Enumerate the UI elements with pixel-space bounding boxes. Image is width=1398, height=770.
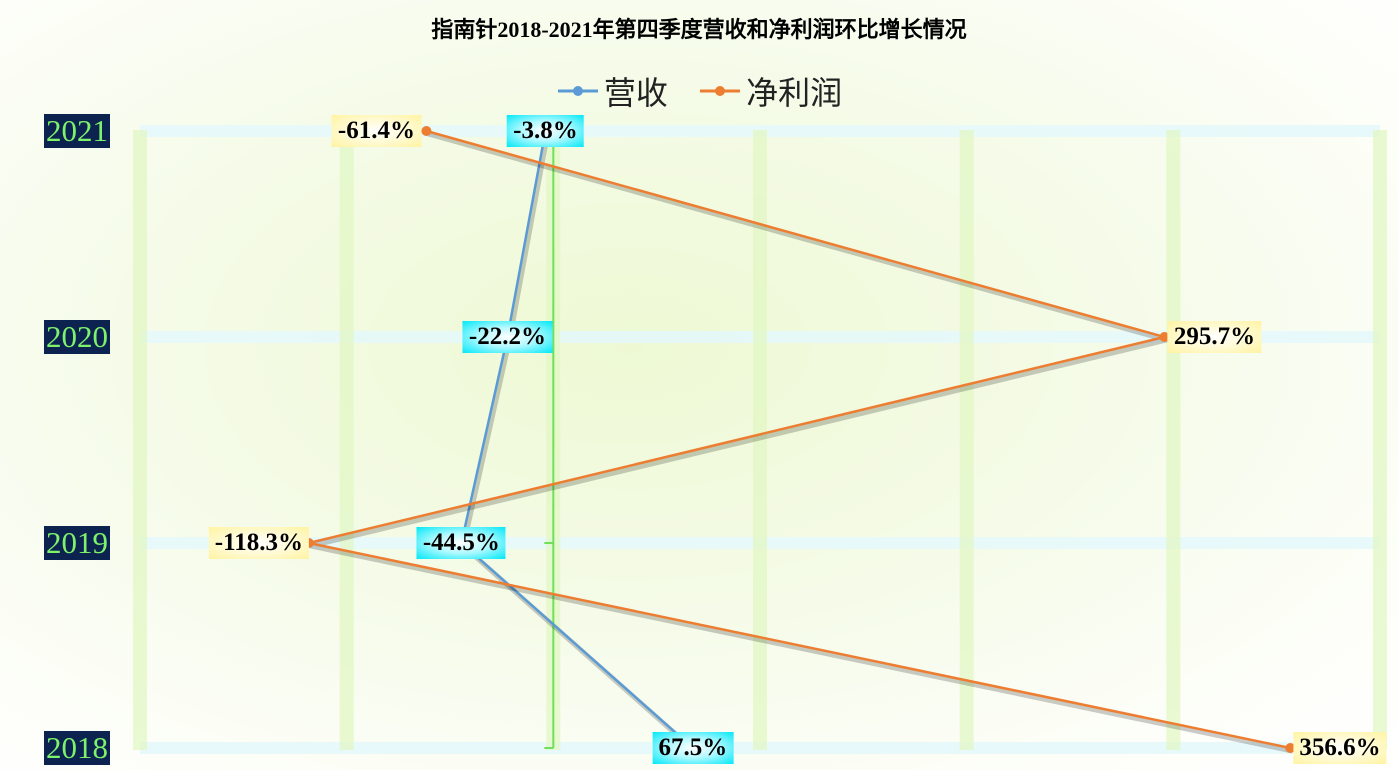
y-tick-label-2020: 2020 [44, 319, 110, 354]
data-label-series-0-2018: 67.5% [652, 732, 734, 764]
legend-net-profit-label: 净利润 [746, 74, 843, 112]
data-label-series-1-2018: 356.6% [1293, 732, 1387, 764]
series-shadow-0 [460, 133, 697, 753]
data-label-series-0-2021: -3.8% [507, 115, 584, 147]
legend-item-revenue[interactable]: 营收 [556, 68, 668, 114]
y-tick-label-2019: 2019 [44, 525, 110, 560]
series-line-0 [459, 130, 694, 749]
legend-item-net-profit[interactable]: 净利润 [698, 68, 842, 114]
legend-revenue-label: 营收 [603, 74, 668, 112]
series-shadow-1 [310, 131, 1293, 754]
legend-revenue-marker [557, 86, 598, 96]
y-tick-label-2021: 2021 [44, 113, 110, 148]
v-gridline--100 [339, 130, 354, 750]
y-tick-label-2018: 2018 [44, 730, 110, 765]
series-1-point-2018 [1285, 743, 1296, 753]
series-1-point-2020 [1159, 332, 1170, 342]
v-gridline--200 [133, 130, 147, 750]
data-label-series-1-2020: 295.7% [1167, 321, 1262, 353]
data-label-series-1-2019: -118.3% [208, 527, 309, 559]
chart-title: 指南针2018-2021年第四季度营收和净利润环比增长情况 [431, 17, 967, 42]
v-gridline-200 [959, 130, 974, 750]
data-label-series-0-2020: -22.2% [462, 321, 552, 353]
v-gridline-300 [1166, 130, 1181, 750]
chart-legend: 营收 净利润 [0, 68, 1398, 114]
v-gridline-400 [1373, 130, 1387, 750]
series-1-point-2021 [421, 126, 432, 136]
data-label-series-0-2019: -44.5% [416, 527, 506, 559]
legend-net-profit-marker [700, 86, 741, 96]
data-label-series-1-2021: -61.4% [331, 115, 421, 147]
series-line-1 [308, 129, 1291, 750]
v-gridline-100 [753, 130, 767, 750]
